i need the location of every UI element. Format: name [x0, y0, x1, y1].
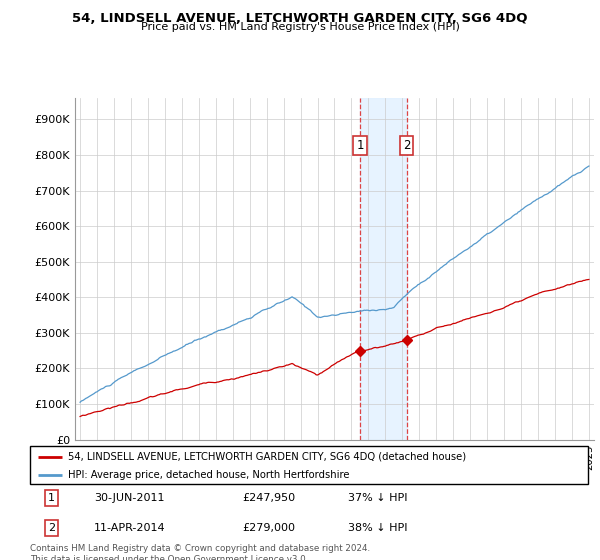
Text: Price paid vs. HM Land Registry's House Price Index (HPI): Price paid vs. HM Land Registry's House …	[140, 22, 460, 32]
Bar	[360, 98, 407, 440]
Text: 30-JUN-2011: 30-JUN-2011	[94, 493, 164, 503]
Text: Contains HM Land Registry data © Crown copyright and database right 2024.
This d: Contains HM Land Registry data © Crown c…	[30, 544, 370, 560]
Text: 2: 2	[47, 524, 55, 533]
Text: £279,000: £279,000	[242, 524, 295, 533]
Text: 1: 1	[356, 139, 364, 152]
Text: HPI: Average price, detached house, North Hertfordshire: HPI: Average price, detached house, Nort…	[68, 470, 349, 480]
Text: 11-APR-2014: 11-APR-2014	[94, 524, 166, 533]
Text: 2: 2	[403, 139, 410, 152]
Text: 54, LINDSELL AVENUE, LETCHWORTH GARDEN CITY, SG6 4DQ (detached house): 54, LINDSELL AVENUE, LETCHWORTH GARDEN C…	[68, 451, 466, 461]
Text: 1: 1	[48, 493, 55, 503]
Text: £247,950: £247,950	[242, 493, 295, 503]
Text: 38% ↓ HPI: 38% ↓ HPI	[348, 524, 407, 533]
Text: 54, LINDSELL AVENUE, LETCHWORTH GARDEN CITY, SG6 4DQ: 54, LINDSELL AVENUE, LETCHWORTH GARDEN C…	[72, 12, 528, 25]
Text: 37% ↓ HPI: 37% ↓ HPI	[348, 493, 407, 503]
